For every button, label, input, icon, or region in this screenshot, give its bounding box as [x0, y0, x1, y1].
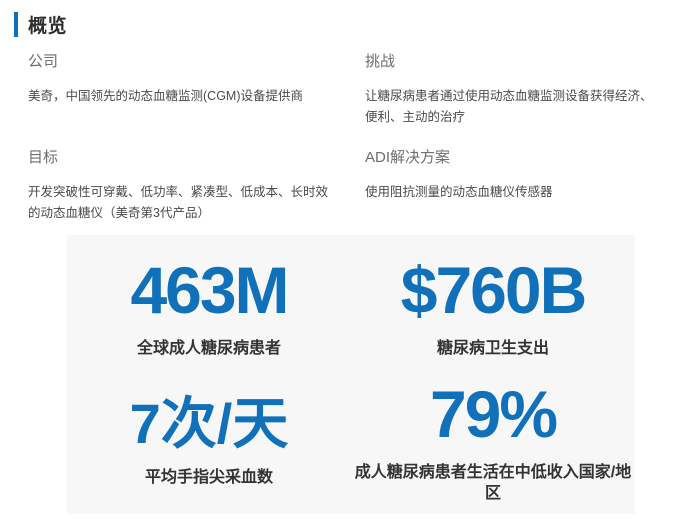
section-label: 公司: [28, 53, 59, 70]
section-label: 挑战: [365, 53, 396, 70]
section-text: 美奇，中国领先的动态血糖监测(CGM)设备提供商: [28, 89, 303, 103]
stat-value: $760B: [400, 252, 587, 327]
stat-caption: 成人糖尿病患者生活在中低收入国家/地区: [354, 463, 632, 503]
stat-caption: 全球成人糖尿病患者: [136, 339, 281, 357]
stats-panel: 463M 全球成人糖尿病患者 $760B 糖尿病卫生支出 7次/天 平均手指尖采…: [67, 235, 635, 514]
section-challenge: 挑战 让糖尿病患者通过使用动态血糖监测设备获得经济、便利、主动的治疗: [365, 50, 683, 128]
stat-value: 463M: [130, 252, 289, 327]
stat-low-income-percentage: 79% 成人糖尿病患者生活在中低收入国家/地区: [351, 376, 635, 511]
overview-header: 概览: [14, 11, 67, 38]
stat-value: 79%: [429, 376, 558, 451]
page-title: 概览: [28, 16, 68, 37]
section-goal: 目标 开发突破性可穿戴、低功率、紧凑型、低成本、长时效的动态血糖仪（美奇第3代产…: [28, 146, 365, 224]
stat-health-expenditure: $760B 糖尿病卫生支出: [351, 241, 635, 376]
section-label: 目标: [28, 149, 59, 166]
stat-caption: 糖尿病卫生支出: [436, 339, 549, 357]
section-label: ADI解决方案: [365, 149, 451, 166]
section-text: 让糖尿病患者通过使用动态血糖监测设备获得经济、便利、主动的治疗: [365, 89, 653, 124]
stat-caption: 平均手指尖采血数: [144, 469, 273, 487]
stat-fingersticks-per-day: 7次/天 平均手指尖采血数: [67, 376, 351, 511]
stat-value: 7次/天: [129, 392, 289, 456]
section-company: 公司 美奇，中国领先的动态血糖监测(CGM)设备提供商: [28, 50, 365, 128]
section-text: 使用阻抗测量的动态血糖仪传感器: [365, 185, 553, 199]
stat-global-diabetics: 463M 全球成人糖尿病患者: [67, 241, 351, 376]
overview-sections: 公司 美奇，中国领先的动态血糖监测(CGM)设备提供商 挑战 让糖尿病患者通过使…: [28, 50, 683, 224]
section-text: 开发突破性可穿戴、低功率、紧凑型、低成本、长时效的动态血糖仪（美奇第3代产品）: [28, 185, 329, 220]
accent-bar: [14, 12, 18, 37]
section-adi-solution: ADI解决方案 使用阻抗测量的动态血糖仪传感器: [365, 146, 683, 224]
